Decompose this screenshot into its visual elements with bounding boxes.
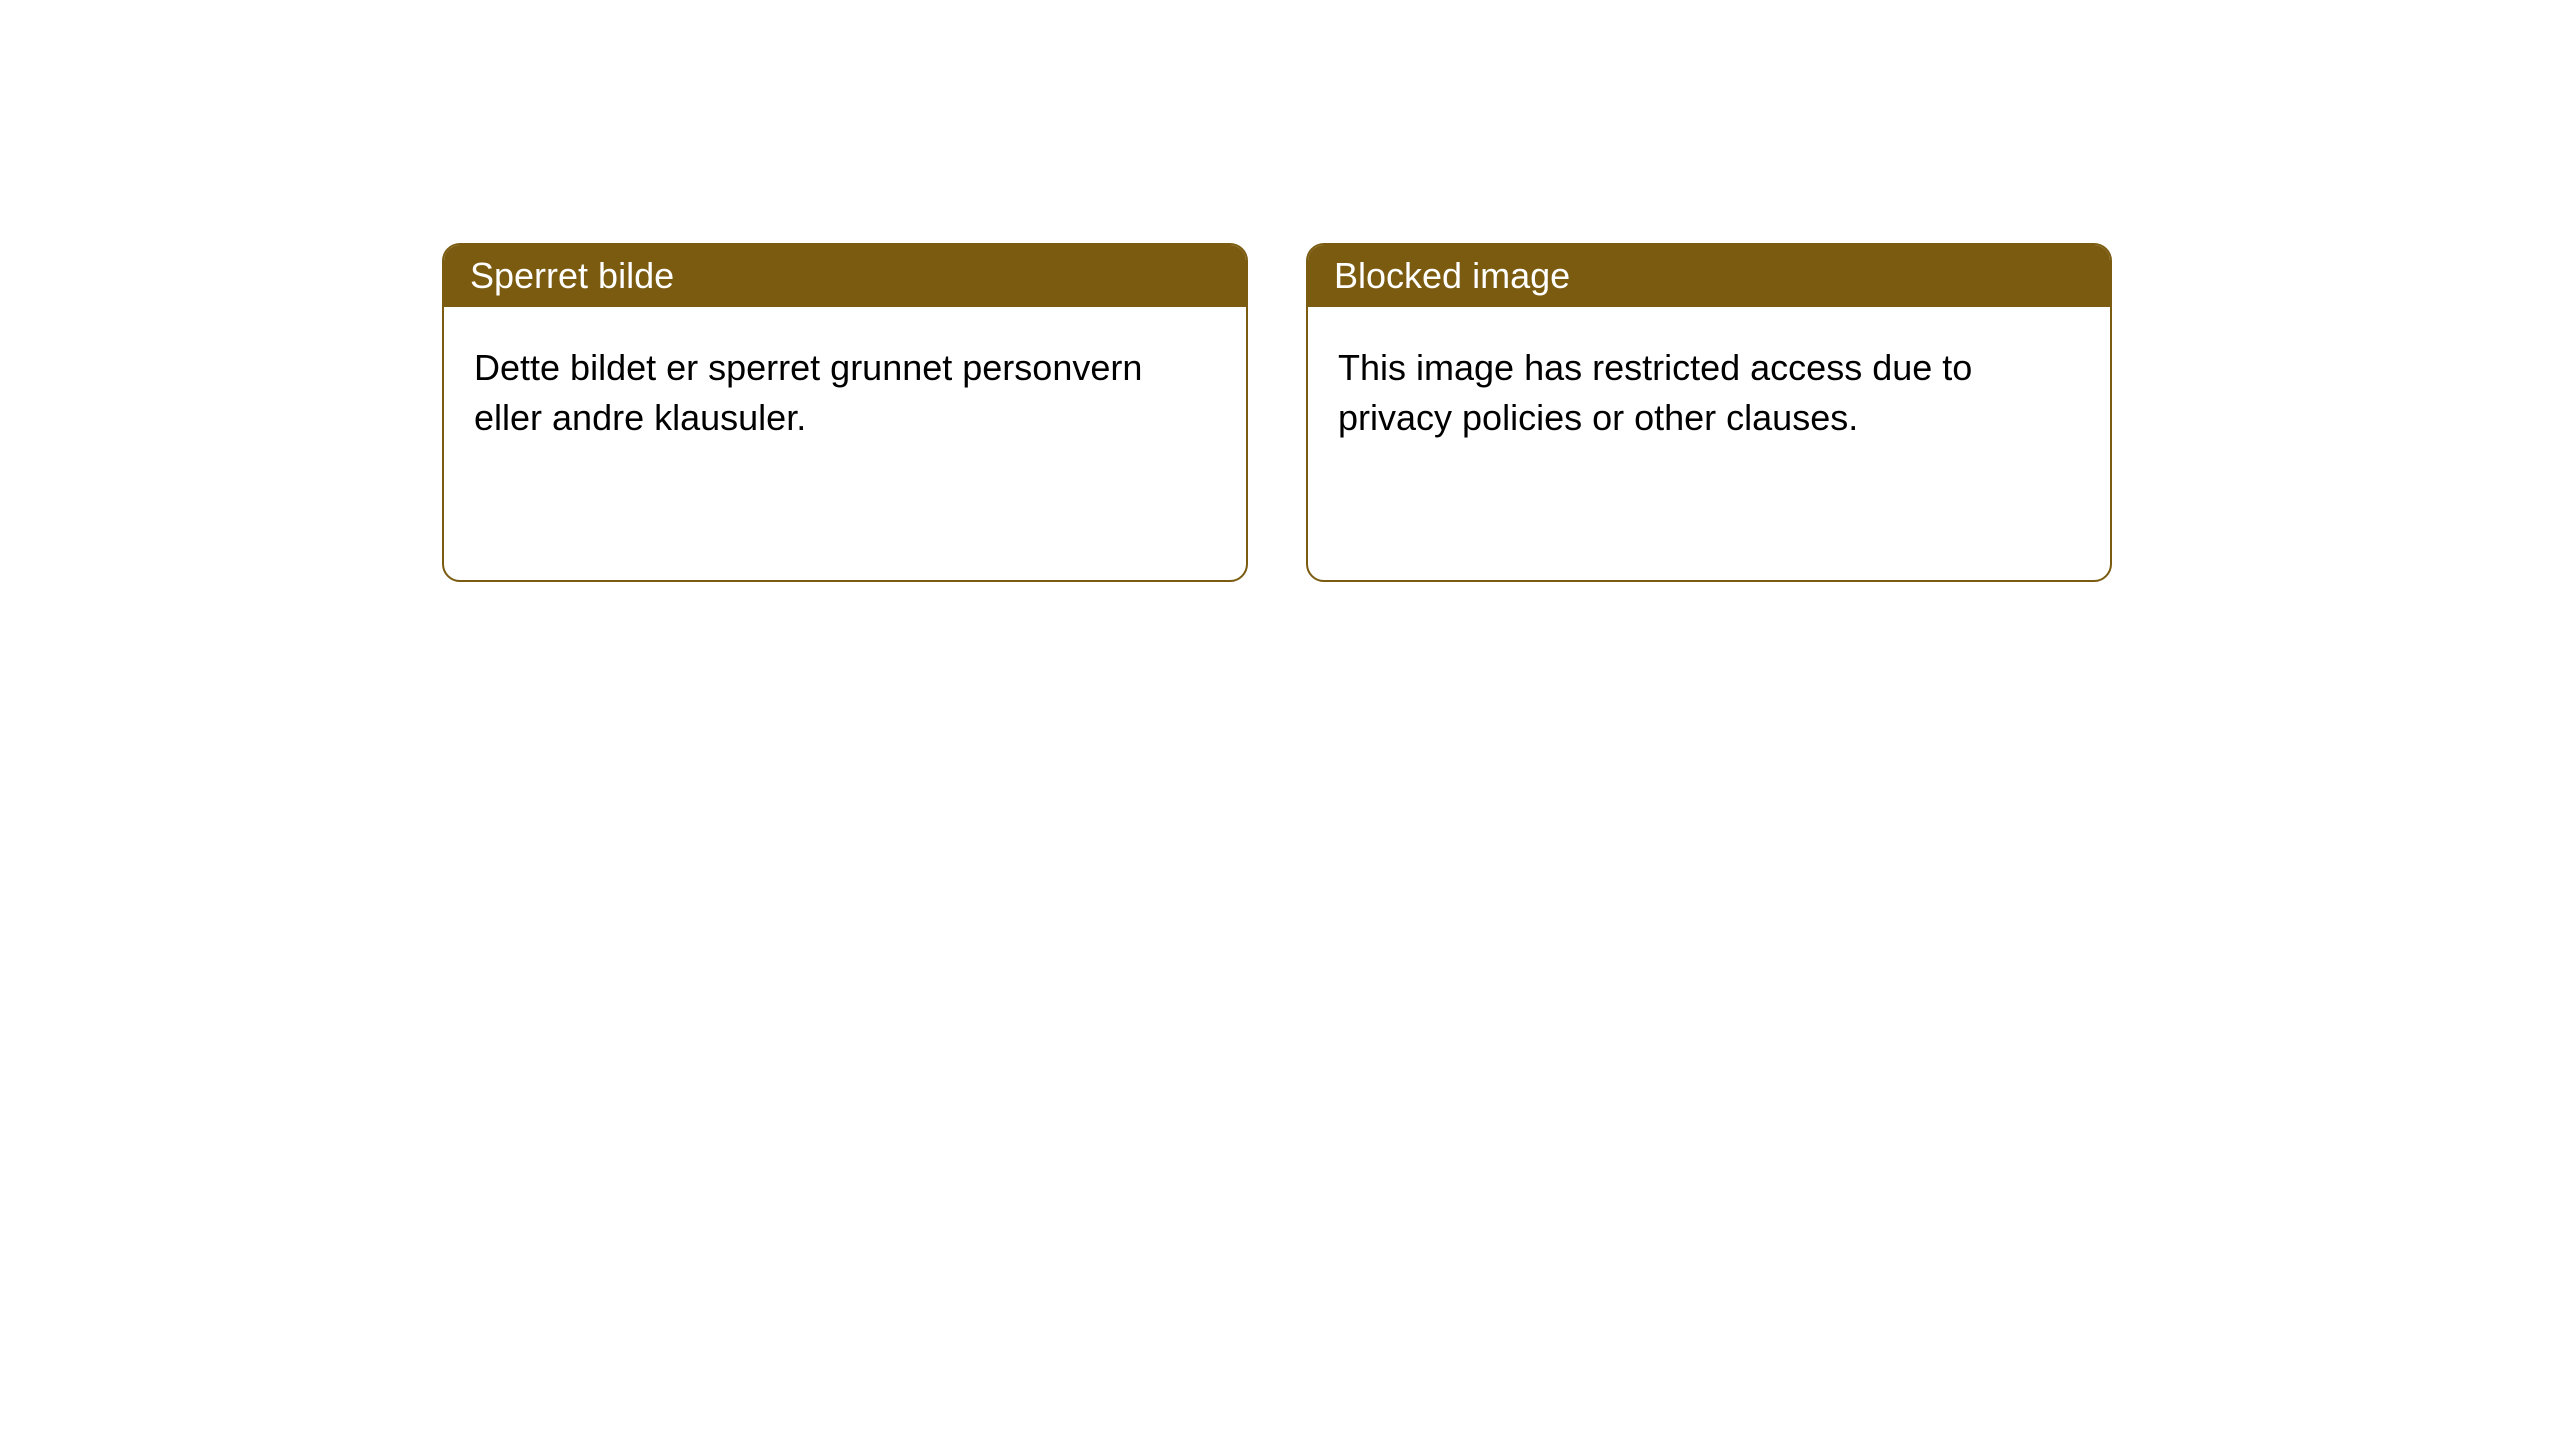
blocked-image-card-en: Blocked image This image has restricted … — [1306, 243, 2112, 582]
card-body: This image has restricted access due to … — [1308, 307, 2110, 480]
blocked-image-card-no: Sperret bilde Dette bildet er sperret gr… — [442, 243, 1248, 582]
card-body: Dette bildet er sperret grunnet personve… — [444, 307, 1246, 480]
card-row: Sperret bilde Dette bildet er sperret gr… — [0, 0, 2560, 582]
card-header: Sperret bilde — [444, 245, 1246, 307]
card-header: Blocked image — [1308, 245, 2110, 307]
